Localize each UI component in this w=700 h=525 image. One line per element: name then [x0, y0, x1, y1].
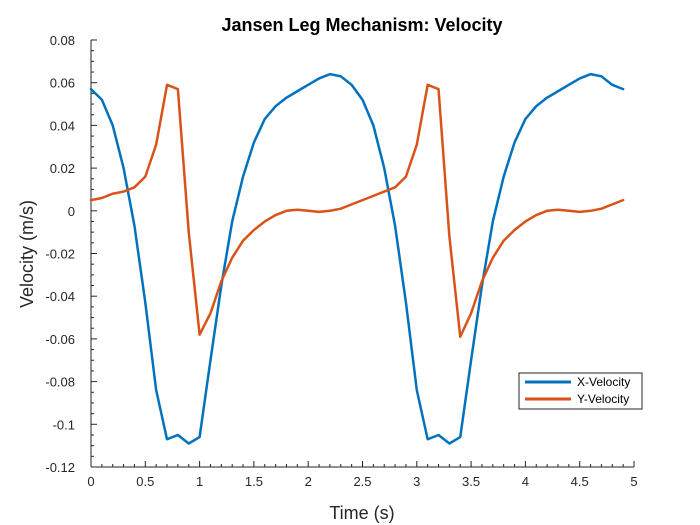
- x-tick-label: 3: [413, 474, 420, 489]
- y-tick-label: 0.08: [50, 33, 75, 48]
- x-tick-label: 0: [87, 474, 94, 489]
- y-tick-label: -0.04: [45, 289, 75, 304]
- x-tick-labels: 0 0.5 1 1.5 2 2.5 3 3.5 4 4.5 5: [87, 474, 637, 489]
- x-tick-label: 4: [522, 474, 529, 489]
- y-axis-label: Velocity (m/s): [17, 200, 37, 308]
- legend-label-y-velocity: Y-Velocity: [577, 392, 629, 406]
- x-axis-label: Time (s): [329, 503, 394, 523]
- x-tick-label: 1.5: [245, 474, 263, 489]
- y-tick-label: -0.08: [45, 375, 75, 390]
- x-tick-label: 4.5: [571, 474, 589, 489]
- series-line-y-velocity: [89, 83, 625, 339]
- y-tick-label: -0.06: [45, 332, 75, 347]
- chart-title: Jansen Leg Mechanism: Velocity: [221, 15, 502, 35]
- legend: X-Velocity Y-Velocity: [518, 372, 643, 410]
- series-lines: [89, 72, 625, 445]
- x-tick-label: 3.5: [462, 474, 480, 489]
- y-tick-labels: -0.12 -0.1 -0.08 -0.06 -0.04 -0.02 0 0.02 0.04 0.…: [45, 33, 75, 475]
- y-tick-label: 0.02: [50, 161, 75, 176]
- x-tick-label: 2.5: [353, 474, 371, 489]
- x-tick-label: 0.5: [136, 474, 154, 489]
- y-tick-label: -0.12: [45, 460, 75, 475]
- x-tick-label: 2: [305, 474, 312, 489]
- legend-box: [518, 372, 643, 410]
- x-tick-label: 5: [630, 474, 637, 489]
- y-tick-label: 0.04: [50, 118, 75, 133]
- y-tick-label: -0.02: [45, 247, 75, 262]
- x-tick-label: 1: [196, 474, 203, 489]
- series-line-x-velocity: [89, 72, 625, 445]
- y-tick-label: 0.06: [50, 76, 75, 91]
- y-tick-label: 0: [68, 204, 75, 219]
- legend-label-x-velocity: X-Velocity: [577, 375, 630, 389]
- tick-marks: [90, 39, 635, 468]
- y-tick-label: -0.1: [53, 417, 75, 432]
